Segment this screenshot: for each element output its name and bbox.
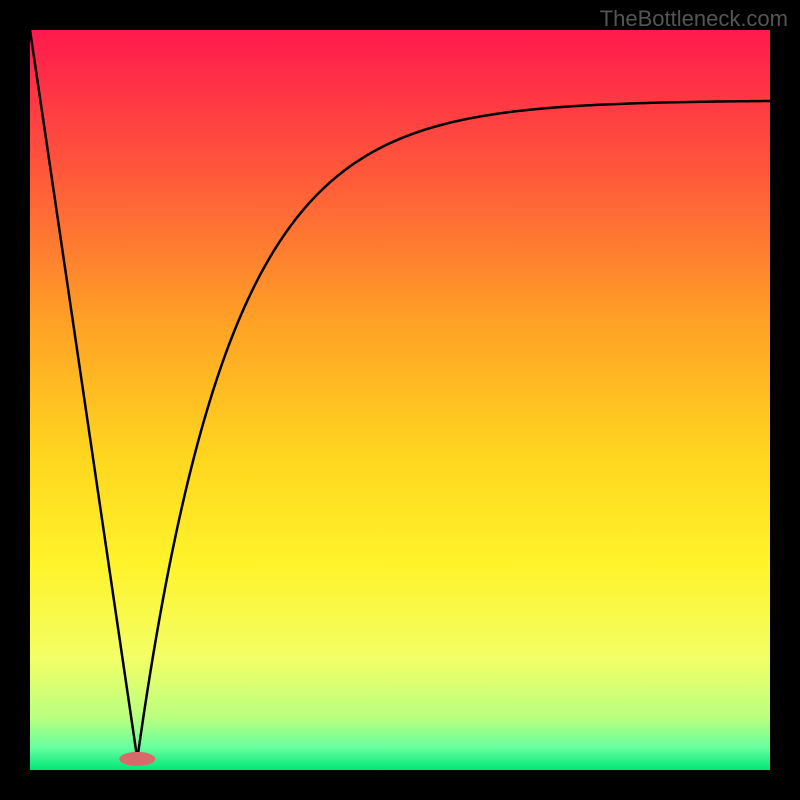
bottleneck-chart — [0, 0, 800, 800]
watermark-text: TheBottleneck.com — [600, 6, 788, 32]
chart-container: TheBottleneck.com — [0, 0, 800, 800]
plot-area — [30, 30, 770, 770]
optimal-marker — [119, 752, 155, 766]
